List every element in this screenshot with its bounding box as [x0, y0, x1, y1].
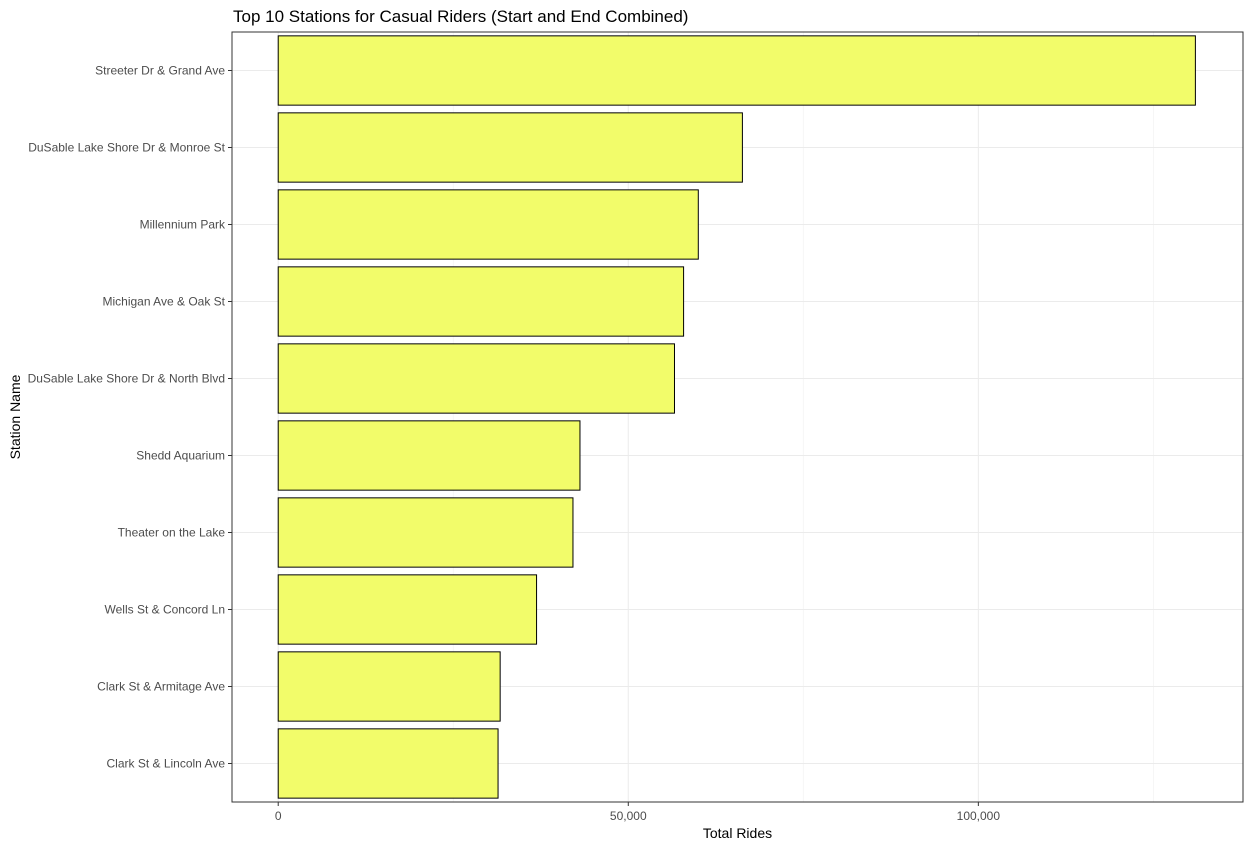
bar	[277, 266, 685, 337]
plot-panel-border	[231, 31, 1244, 803]
y-tick-label: DuSable Lake Shore Dr & North Blvd	[28, 372, 225, 386]
x-tick-label: 100,000	[957, 809, 1001, 823]
bar	[277, 728, 499, 799]
y-axis: Streeter Dr & Grand Ave DuSable Lake Shor…	[28, 64, 232, 771]
bar	[277, 112, 743, 183]
y-tick-label: Shedd Aquarium	[136, 449, 225, 463]
bar	[277, 189, 699, 260]
bar	[277, 651, 501, 722]
y-tick-label: Streeter Dr & Grand Ave	[95, 64, 225, 78]
bar	[277, 35, 1196, 106]
x-tick-label: 50,000	[610, 809, 647, 823]
y-tick-label: Clark St & Lincoln Ave	[106, 757, 225, 771]
x-tick-label: 0	[275, 809, 282, 823]
y-tick-label: Millennium Park	[140, 218, 226, 232]
y-tick-label: DuSable Lake Shore Dr & Monroe St	[28, 141, 225, 155]
bar	[277, 574, 538, 645]
bar	[277, 420, 581, 491]
bar	[277, 343, 675, 414]
x-axis-title: Total Rides	[703, 825, 772, 841]
bar	[277, 497, 574, 568]
y-tick-label: Clark St & Armitage Ave	[97, 680, 225, 694]
y-tick-label: Theater on the Lake	[118, 526, 226, 540]
y-tick-label: Wells St & Concord Ln	[105, 603, 226, 617]
y-axis-title: Station Name	[7, 374, 23, 459]
x-axis: 0 50,000 100,000	[275, 802, 1000, 823]
bars	[277, 35, 1196, 799]
y-tick-label: Michigan Ave & Oak St	[102, 295, 225, 309]
chart-title: Top 10 Stations for Casual Riders (Start…	[233, 7, 688, 26]
